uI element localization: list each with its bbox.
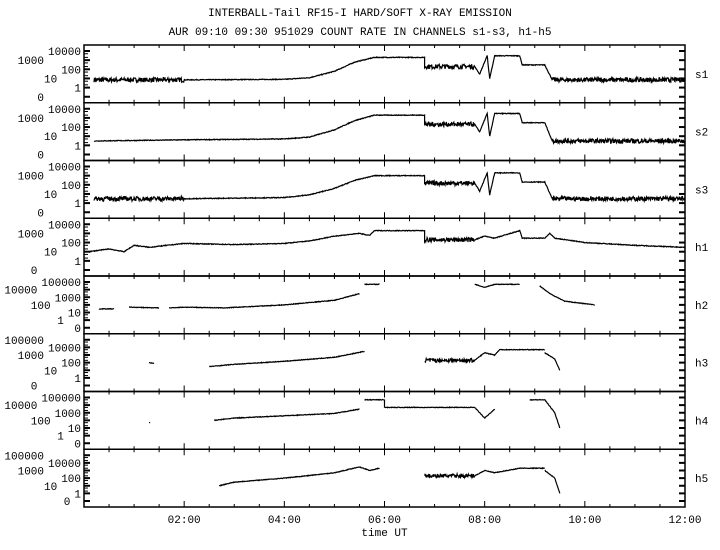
channel-label-s1: s1 bbox=[695, 70, 709, 82]
y-tick-label: 10 bbox=[44, 366, 57, 378]
channel-label-h1: h1 bbox=[695, 243, 709, 255]
y-tick-label: 10 bbox=[68, 309, 81, 321]
y-tick-label: 0 bbox=[74, 439, 81, 451]
chart-title: INTERBALL-Tail RF15-I HARD/SOFT X-RAY EM… bbox=[208, 8, 512, 20]
panel-frame-s1 bbox=[83, 44, 686, 104]
y-tick-label: 0 bbox=[37, 93, 44, 105]
series-line-h4 bbox=[213, 408, 360, 422]
series-line-h5 bbox=[544, 469, 561, 494]
y-tick-label: 1000 bbox=[18, 56, 44, 68]
panel-frame-h3 bbox=[83, 333, 686, 393]
panel-frame-s2 bbox=[83, 102, 686, 162]
channel-label-h5: h5 bbox=[695, 474, 708, 486]
y-tick-label: 10 bbox=[44, 248, 57, 260]
y-tick-label: 1 bbox=[74, 489, 81, 501]
y-tick-label: 100 bbox=[31, 301, 51, 313]
series-line-h4 bbox=[364, 398, 496, 419]
series-line-s3 bbox=[93, 171, 686, 204]
y-tick-label: 1000 bbox=[18, 351, 44, 363]
y-tick-label: 1 bbox=[57, 432, 64, 444]
x-axis-label: time UT bbox=[361, 528, 408, 540]
y-tick-label: 10 bbox=[44, 132, 57, 144]
y-tick-label: 10000 bbox=[4, 401, 37, 413]
y-tick-label: 1 bbox=[74, 199, 81, 211]
channel-label-s2: s2 bbox=[695, 128, 708, 140]
series-line-s1 bbox=[93, 54, 686, 85]
y-tick-label: 100000 bbox=[4, 336, 44, 348]
series-line-h2 bbox=[364, 283, 380, 286]
series-line-h3 bbox=[209, 350, 365, 368]
y-tick-label: 100 bbox=[61, 123, 81, 135]
x-tick-label: 02:00 bbox=[168, 515, 201, 527]
y-tick-label: 0 bbox=[31, 266, 38, 278]
y-tick-label: 10 bbox=[44, 190, 57, 202]
panel-frame-h1 bbox=[83, 217, 686, 277]
y-tick-label: 1 bbox=[74, 84, 81, 96]
y-tick-label: 10000 bbox=[48, 163, 81, 175]
y-tick-label: 1 bbox=[74, 374, 81, 386]
series-line-h4 bbox=[529, 398, 561, 429]
panel-frame-h5 bbox=[83, 448, 686, 508]
y-tick-label: 10 bbox=[44, 482, 57, 494]
y-tick-label: 1000 bbox=[18, 172, 44, 184]
channel-label-h3: h3 bbox=[695, 359, 708, 371]
series-line-h2 bbox=[98, 307, 115, 311]
y-tick-label: 100 bbox=[31, 416, 51, 428]
y-tick-label: 1000 bbox=[55, 293, 81, 305]
channel-label-s3: s3 bbox=[695, 185, 708, 197]
y-tick-label: 0 bbox=[74, 324, 81, 336]
series-line-h3 bbox=[148, 361, 155, 364]
series-line-h2 bbox=[168, 292, 360, 310]
y-tick-label: 100 bbox=[61, 359, 81, 371]
series-line-h3 bbox=[424, 348, 546, 364]
y-tick-label: 0 bbox=[37, 208, 44, 220]
x-tick-label: 08:00 bbox=[468, 515, 501, 527]
y-tick-label: 100 bbox=[61, 239, 81, 251]
y-tick-label: 10000 bbox=[48, 459, 81, 471]
series-line-h2 bbox=[474, 283, 520, 289]
y-tick-label: 1 bbox=[74, 141, 81, 153]
x-tick-label: 06:00 bbox=[368, 515, 401, 527]
series-line-s2 bbox=[93, 111, 686, 146]
y-tick-label: 100 bbox=[61, 65, 81, 77]
y-tick-label: 100000 bbox=[4, 451, 44, 463]
y-tick-label: 1000 bbox=[18, 114, 44, 126]
chart-subtitle: AUR 09:10 09:30 951029 COUNT RATE IN CHA… bbox=[168, 27, 552, 39]
y-tick-label: 0 bbox=[31, 382, 38, 394]
y-tick-label: 100 bbox=[61, 181, 81, 193]
y-tick-label: 1000 bbox=[55, 409, 81, 421]
y-tick-label: 10000 bbox=[48, 105, 81, 117]
series-line-h1 bbox=[88, 229, 686, 253]
series-line-h5 bbox=[218, 466, 380, 487]
panel-frame-h2 bbox=[83, 275, 686, 335]
series-line-h2 bbox=[539, 285, 595, 306]
series-line-h5 bbox=[424, 466, 545, 480]
y-tick-label: 1000 bbox=[18, 229, 44, 241]
y-tick-label: 0 bbox=[64, 497, 71, 509]
y-tick-label: 10000 bbox=[48, 220, 81, 232]
y-tick-label: 10000 bbox=[4, 286, 37, 298]
x-tick-label: 10:00 bbox=[568, 515, 601, 527]
y-tick-label: 10000 bbox=[48, 47, 81, 59]
y-tick-label: 1000 bbox=[18, 467, 44, 479]
x-tick-label: 04:00 bbox=[268, 515, 301, 527]
y-tick-label: 100000 bbox=[41, 278, 81, 290]
y-tick-label: 10 bbox=[68, 424, 81, 436]
y-tick-label: 10000 bbox=[48, 343, 81, 355]
series-line-h3 bbox=[544, 352, 561, 371]
channel-label-h2: h2 bbox=[695, 301, 708, 313]
panel-frame-s3 bbox=[83, 159, 686, 219]
x-tick-label: 12:00 bbox=[668, 515, 701, 527]
y-tick-label: 100 bbox=[61, 474, 81, 486]
y-tick-label: 1 bbox=[57, 316, 64, 328]
y-tick-label: 0 bbox=[37, 151, 44, 163]
y-tick-label: 100000 bbox=[41, 394, 81, 406]
channel-label-h4: h4 bbox=[695, 416, 709, 428]
y-tick-label: 1 bbox=[74, 257, 81, 269]
series-line-h2 bbox=[128, 306, 160, 309]
y-tick-label: 10 bbox=[44, 75, 57, 87]
